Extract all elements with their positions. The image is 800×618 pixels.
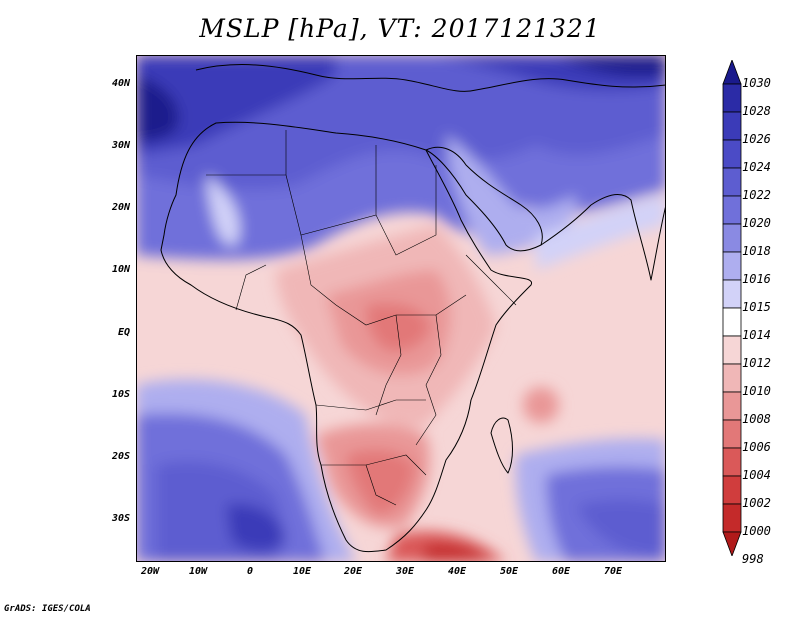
colorbar — [722, 60, 742, 556]
y-tick-30s: 30S — [111, 513, 130, 524]
pressure-map — [136, 55, 666, 562]
x-tick-40e: 40E — [447, 566, 467, 577]
x-tick-20w: 20W — [140, 566, 160, 577]
y-tick-10n: 10N — [111, 264, 130, 275]
map-title: MSLP [hPa], VT: 2017121321 — [199, 14, 601, 43]
colorbar-bottom-arrow — [722, 531, 742, 556]
colorbar-segment — [722, 391, 742, 421]
x-tick-10e: 10E — [292, 566, 312, 577]
colorbar-label: 1030 — [742, 76, 771, 90]
colorbar-segment — [722, 447, 742, 477]
colorbar-label: 1004 — [742, 468, 771, 482]
y-tick-eq: EQ — [117, 327, 130, 338]
colorbar-label: 1008 — [742, 412, 771, 426]
colorbar-segment — [722, 335, 742, 365]
x-tick-10w: 10W — [188, 566, 208, 577]
x-tick-70e: 70E — [603, 566, 623, 577]
colorbar-segment — [722, 223, 742, 253]
colorbar-label: 1010 — [742, 384, 771, 398]
colorbar-label: 1024 — [742, 160, 771, 174]
colorbar-label: 1006 — [742, 440, 771, 454]
colorbar-label: 1028 — [742, 104, 771, 118]
x-tick-30e: 30E — [395, 566, 415, 577]
country-borders — [206, 130, 517, 506]
colorbar-segment — [722, 363, 742, 393]
colorbar-label: 1014 — [742, 328, 771, 342]
colorbar-label: 1015 — [742, 300, 771, 314]
colorbar-segment — [722, 167, 742, 197]
coastlines — [160, 64, 666, 553]
colorbar-label: 1022 — [742, 188, 771, 202]
x-tick-50e: 50E — [499, 566, 519, 577]
colorbar-segment — [722, 279, 742, 309]
colorbar-segment — [722, 83, 742, 113]
colorbar-label: 1000 — [742, 524, 771, 538]
colorbar-segment — [722, 307, 742, 337]
colorbar-segment — [722, 139, 742, 169]
colorbar-segment — [722, 195, 742, 225]
colorbar-segment — [722, 111, 742, 141]
colorbar-label: 1002 — [742, 496, 771, 510]
credit-text: GrADS: IGES/COLA — [4, 604, 91, 614]
colorbar-label: 998 — [742, 552, 764, 566]
colorbar-segment — [722, 419, 742, 449]
colorbar-label: 1020 — [742, 216, 771, 230]
colorbar-label: 1016 — [742, 272, 771, 286]
colorbar-label: 1018 — [742, 244, 771, 258]
y-tick-20n: 20N — [111, 202, 130, 213]
colorbar-segment — [722, 251, 742, 281]
x-tick-0: 0 — [246, 566, 254, 577]
colorbar-label: 1012 — [742, 356, 771, 370]
x-tick-20e: 20E — [343, 566, 363, 577]
colorbar-label: 1026 — [742, 132, 771, 146]
y-tick-30n: 30N — [111, 140, 130, 151]
y-tick-40n: 40N — [111, 78, 130, 89]
pressure-contours — [136, 55, 666, 562]
y-tick-20s: 20S — [111, 451, 130, 462]
y-tick-10s: 10S — [111, 389, 130, 400]
x-tick-60e: 60E — [551, 566, 571, 577]
colorbar-top-arrow — [722, 60, 742, 85]
colorbar-segment — [722, 475, 742, 505]
colorbar-segment — [722, 503, 742, 533]
